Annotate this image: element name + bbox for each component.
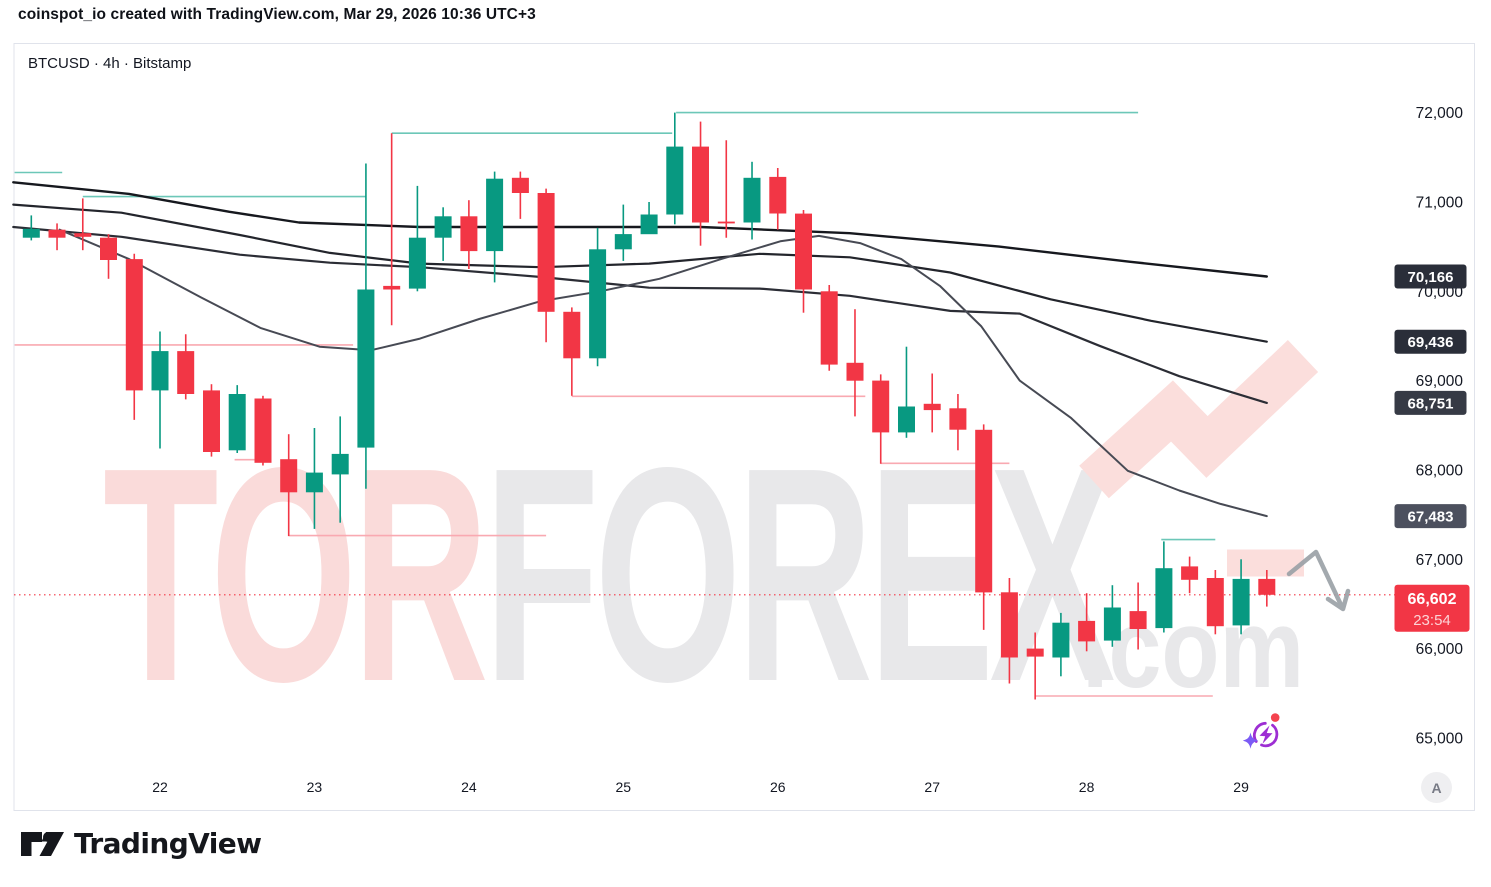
lightning-bolt-icon [1259, 725, 1273, 744]
watermark-text-gray: FOREX [484, 404, 1115, 745]
ma-mid1-line [12, 203, 1268, 343]
candle-body [486, 178, 504, 252]
candle-body [872, 380, 890, 433]
candle-body [975, 429, 993, 593]
ma-price-badge [1394, 390, 1467, 415]
watermark: TORFOREX .com [103, 340, 1319, 745]
candle-body [151, 351, 169, 391]
watermark-arrow [1079, 340, 1319, 499]
candle-body [22, 228, 40, 238]
candle-body [1129, 611, 1147, 629]
candle-body [743, 177, 761, 223]
sparkle-star-icon [1242, 732, 1259, 749]
candle-body [203, 390, 220, 452]
ma-price-badge [1394, 264, 1467, 289]
candle-body [383, 285, 401, 290]
candle-body [640, 214, 658, 235]
candle-body [666, 146, 684, 215]
price-tick-label[interactable]: 72,000 [1416, 105, 1464, 122]
price-tick-label[interactable]: 67,000 [1416, 552, 1464, 569]
current-price-badge [1394, 584, 1470, 632]
projection-arrow[interactable] [1286, 549, 1351, 612]
time-tick-label[interactable]: 26 [770, 779, 786, 795]
candle-body [1026, 648, 1044, 657]
symbol-title: BTCUSD · 4h · Bitstamp [28, 55, 192, 72]
ma-price-badge-label: 69,436 [1408, 334, 1454, 351]
candle-body [614, 234, 632, 250]
candle-body [1232, 578, 1250, 626]
candle-body [820, 291, 838, 365]
time-tick-label[interactable]: 29 [1233, 779, 1249, 795]
candle-body [177, 351, 195, 394]
candle-body [1000, 592, 1018, 658]
candle-body [1258, 578, 1276, 595]
candle-body [305, 472, 323, 493]
time-tick-label[interactable]: 25 [616, 779, 632, 795]
candle-body [898, 406, 915, 433]
ma-price-badge-label: 67,483 [1408, 509, 1454, 526]
time-tick-label[interactable]: 22 [152, 779, 168, 795]
price-tick-label[interactable]: 65,000 [1416, 731, 1464, 748]
candle-body [949, 408, 967, 430]
ma-price-badge [1394, 504, 1467, 529]
candle-body [1181, 566, 1199, 580]
candle-body [795, 213, 812, 290]
ma-price-badge-label: 70,166 [1408, 269, 1454, 286]
candle-body [717, 221, 735, 224]
price-tick-label[interactable]: 69,000 [1416, 373, 1464, 390]
candle-body [1078, 620, 1096, 642]
candle-body [228, 394, 246, 451]
ma-price-badge-label: 68,751 [1408, 395, 1454, 412]
candle-body [846, 362, 864, 381]
candle-body [280, 459, 298, 493]
tradingview-logo-text: TradingView [74, 827, 262, 860]
tradingview-logo[interactable]: TradingView [20, 827, 262, 860]
price-tick-label[interactable]: 68,000 [1416, 463, 1464, 480]
candle-body [357, 289, 375, 448]
chart-frame [13, 43, 1475, 811]
tradingview-logo-icon [21, 831, 64, 856]
ma-slow-line [12, 181, 1268, 278]
current-price-badge-value: 66,602 [1408, 591, 1457, 608]
candle-body [1103, 607, 1121, 641]
current-price-badge-countdown: 23:54 [1413, 612, 1451, 629]
candle-body [511, 177, 529, 193]
candle-body [1206, 578, 1224, 627]
candle-body [589, 249, 607, 359]
red-dot [1270, 713, 1280, 722]
candle-body [537, 193, 555, 312]
price-tick-label[interactable]: 66,000 [1416, 641, 1464, 658]
candle-body [100, 237, 117, 260]
ma-price-badge [1394, 329, 1467, 354]
time-tick-label[interactable]: 23 [307, 779, 323, 795]
watermark-suffix: .com [1082, 587, 1304, 712]
sparkle-sync-icon [1242, 713, 1280, 749]
candle-body [460, 216, 478, 252]
candle-body [1052, 622, 1070, 658]
candle-body [408, 237, 426, 289]
time-tick-label[interactable]: 27 [924, 779, 940, 795]
candle-body [254, 398, 272, 463]
autoscale-button[interactable]: A [1421, 772, 1452, 803]
candle-body [48, 229, 66, 238]
ma-fast-line [58, 228, 1268, 518]
time-tick-label[interactable]: 24 [461, 779, 477, 795]
attribution-text: coinspot_io created with TradingView.com… [18, 6, 536, 23]
candle-body [923, 403, 941, 411]
candle-body [769, 176, 787, 214]
candle-body [125, 259, 143, 391]
candle-body [74, 233, 92, 237]
candle-body [563, 311, 581, 359]
candle-body [692, 146, 709, 223]
time-tick-label[interactable]: 28 [1079, 779, 1095, 795]
watermark-text-pink: TOR [103, 404, 486, 745]
price-tick-label[interactable]: 71,000 [1416, 195, 1464, 212]
candle-body [331, 453, 349, 475]
ma-mid2-line [12, 225, 1268, 404]
candle-body [434, 216, 452, 238]
candle-body [1155, 568, 1173, 629]
